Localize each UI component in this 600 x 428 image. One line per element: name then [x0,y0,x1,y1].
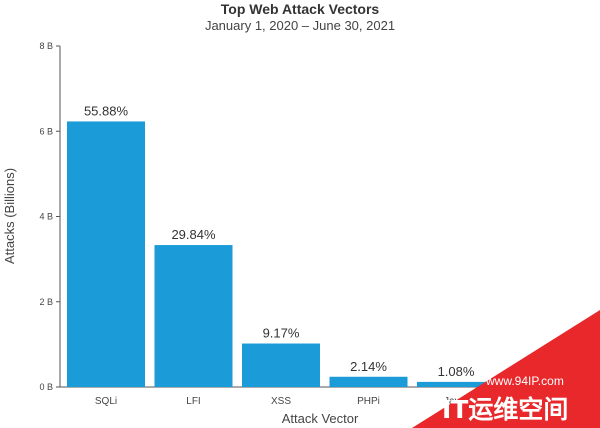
x-tick-label: LFI [186,396,200,407]
bar [329,376,408,387]
y-tick-label: 2 B [39,297,53,307]
chart-subtitle: January 1, 2020 – June 30, 2021 [205,18,395,33]
plot-area: 0 B 2 B 4 B 6 B 8 B 55.88% SQLi 29.84% LFI 9.17% X… [39,41,590,407]
data-label: 55.88% [84,103,129,118]
watermark-triangle [412,310,600,428]
data-label: 2.14% [350,359,387,374]
x-tick-label: XSS [271,396,291,407]
y-tick-label: 0 B [39,382,53,392]
bar [417,381,495,387]
bar [154,245,233,387]
x-tick-label: PHPi [357,396,380,407]
watermark-url: www.94IP.com [485,374,564,388]
bar [67,121,145,387]
chart-title: Top Web Attack Vectors [221,1,380,17]
y-tick-label: 8 B [39,41,53,51]
x-tick-label: SQLi [95,396,117,407]
data-label: 1.08% [438,364,475,379]
bar [242,343,320,387]
y-tick-label: 6 B [39,126,53,136]
data-label: 29.84% [171,227,216,242]
watermark: www.94IP.com IT运维空间 [412,310,600,428]
watermark-text: IT运维空间 [442,395,568,424]
x-axis-label: Attack Vector [282,411,359,426]
data-label: 9.17% [263,326,300,341]
y-tick-label: 4 B [39,212,53,222]
y-axis-label: Attacks (Billions) [2,168,17,264]
